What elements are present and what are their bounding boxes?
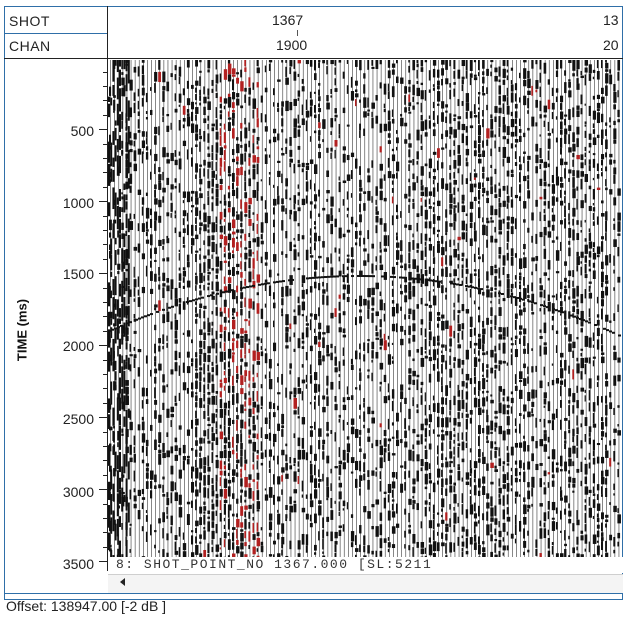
time-tick-mark bbox=[103, 244, 107, 245]
header-tick bbox=[297, 30, 298, 36]
status-divider bbox=[4, 593, 623, 594]
time-tick-mark bbox=[99, 201, 107, 202]
horizontal-scrollbar[interactable] bbox=[108, 574, 623, 593]
header-divider bbox=[4, 33, 108, 34]
seismic-section[interactable] bbox=[108, 60, 623, 557]
time-axis-title: TIME (ms) bbox=[14, 298, 30, 362]
time-tick-2500: 2500 bbox=[62, 411, 94, 427]
time-tick-mark bbox=[103, 388, 107, 389]
time-tick-mark bbox=[99, 273, 107, 274]
time-tick-mark bbox=[103, 230, 107, 231]
offset-status: Offset: 138947.00 [-2 dB ] bbox=[6, 598, 167, 614]
time-tick-mark bbox=[103, 302, 107, 303]
time-tick-mark bbox=[103, 374, 107, 375]
chan-value-2: 20 bbox=[603, 37, 619, 53]
chan-value-1: 1900 bbox=[276, 37, 308, 53]
time-tick-mark bbox=[103, 216, 107, 217]
time-tick-mark bbox=[103, 72, 107, 73]
shot-value-2: 13 bbox=[603, 12, 619, 28]
time-tick-mark bbox=[103, 158, 107, 159]
time-tick-3500: 3500 bbox=[62, 556, 94, 572]
time-tick-2000: 2000 bbox=[62, 338, 94, 354]
time-tick-mark bbox=[103, 288, 107, 289]
time-tick-mark bbox=[103, 403, 107, 404]
time-tick-mark bbox=[103, 432, 107, 433]
time-tick-mark bbox=[103, 259, 107, 260]
time-tick-mark bbox=[103, 187, 107, 188]
time-tick-500: 500 bbox=[70, 123, 94, 139]
shot-value-1: 1367 bbox=[272, 12, 304, 28]
time-tick-mark bbox=[103, 331, 107, 332]
chan-header-label: CHAN bbox=[9, 38, 51, 54]
time-axis-line bbox=[107, 6, 108, 571]
time-tick-mark bbox=[103, 316, 107, 317]
time-tick-mark bbox=[103, 360, 107, 361]
header-bottom-axis bbox=[4, 58, 623, 59]
time-tick-mark bbox=[99, 561, 107, 562]
time-tick-mark bbox=[103, 144, 107, 145]
time-tick-mark bbox=[103, 460, 107, 461]
time-tick-mark bbox=[99, 345, 107, 346]
time-tick-3000: 3000 bbox=[62, 484, 94, 500]
time-tick-mark bbox=[99, 129, 107, 130]
time-tick-mark bbox=[99, 489, 107, 490]
shot-header-label: SHOT bbox=[9, 13, 50, 29]
time-tick-1500: 1500 bbox=[62, 266, 94, 282]
time-tick-mark bbox=[103, 100, 107, 101]
left-arrow-icon[interactable] bbox=[120, 578, 125, 586]
time-tick-mark bbox=[103, 172, 107, 173]
time-tick-mark bbox=[103, 475, 107, 476]
time-tick-mark bbox=[99, 417, 107, 418]
time-tick-mark bbox=[103, 86, 107, 87]
time-tick-mark bbox=[103, 518, 107, 519]
time-tick-mark bbox=[103, 115, 107, 116]
trace-header-readout: 8: SHOT_POINT_NO 1367.000 [SL:5211 bbox=[110, 557, 623, 573]
time-tick-mark bbox=[103, 446, 107, 447]
time-tick-1000: 1000 bbox=[62, 195, 94, 211]
time-tick-mark bbox=[103, 532, 107, 533]
time-tick-mark bbox=[103, 547, 107, 548]
time-tick-mark bbox=[103, 504, 107, 505]
